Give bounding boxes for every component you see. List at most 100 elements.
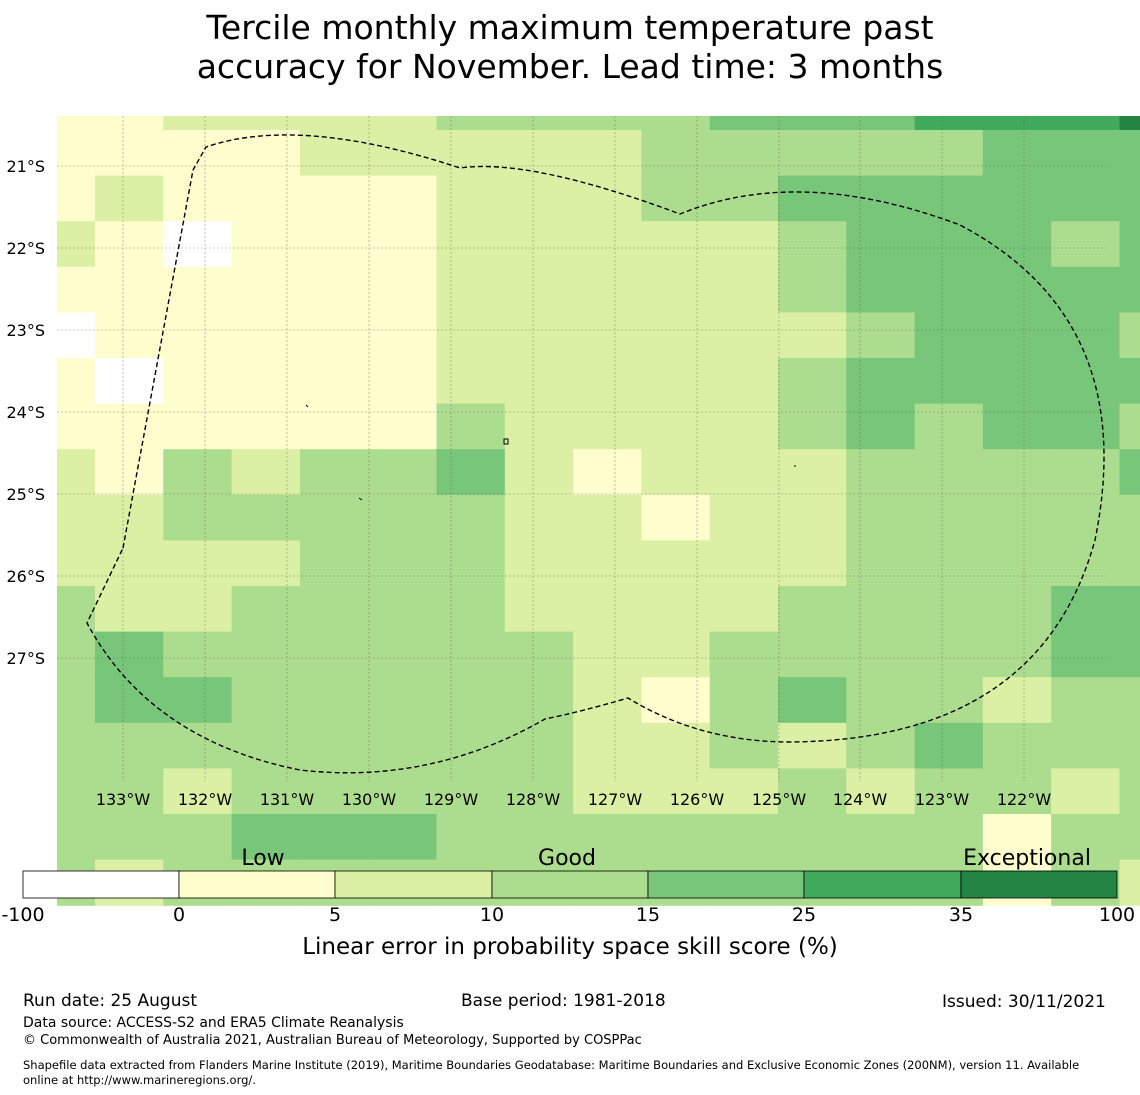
legend-category-label: Exceptional: [963, 846, 1091, 871]
grid-cell: [436, 221, 506, 268]
grid-cell: [57, 631, 96, 678]
grid-cell: [504, 130, 574, 177]
grid-cell: [299, 175, 369, 222]
grid-cell: [504, 358, 574, 405]
grid-cell: [299, 814, 369, 861]
grid-cell: [1051, 449, 1121, 496]
lon-tick-label: 123°W: [915, 790, 970, 809]
grid-cell: [504, 403, 574, 450]
grid-cell: [504, 814, 574, 861]
grid-cell: [231, 175, 301, 222]
grid-cell: [57, 312, 96, 359]
grid-cell: [709, 116, 779, 131]
grid-cell: [573, 116, 642, 131]
grid-cell: [95, 175, 164, 222]
grid-cell: [436, 494, 506, 541]
grid-cell: [231, 403, 301, 450]
grid-cell: [368, 814, 438, 861]
grid-cell: [1051, 540, 1121, 587]
grid-cell: [641, 814, 711, 861]
grid-cell: [95, 266, 164, 313]
grid-cell: [914, 116, 984, 131]
grid-cell: [846, 631, 916, 678]
grid-cell: [846, 494, 916, 541]
grid-cell: [573, 586, 642, 633]
grid-cell: [573, 403, 642, 450]
colorbar-segment: [647, 870, 805, 899]
grid-cell: [436, 116, 506, 131]
grid-cell: [1051, 814, 1121, 861]
lon-tick-label: 127°W: [588, 790, 643, 809]
grid-cell: [163, 449, 233, 496]
grid-cell: [1119, 722, 1140, 769]
grid-cell: [846, 722, 916, 769]
grid-cell: [641, 631, 711, 678]
grid-cell: [846, 449, 916, 496]
grid-cell: [163, 175, 233, 222]
lat-tick-label: 25°S: [6, 485, 45, 504]
grid-cell: [709, 814, 779, 861]
grid-cell: [846, 814, 916, 861]
grid-cell: [1119, 631, 1140, 678]
grid-cell: [982, 358, 1052, 405]
grid-cell: [368, 540, 438, 587]
grid-cell: [95, 221, 164, 268]
grid-cell: [368, 175, 438, 222]
grid-cell: [57, 130, 96, 177]
grid-cell: [573, 312, 642, 359]
grid-cell: [368, 403, 438, 450]
grid-cell: [982, 494, 1052, 541]
grid-cell: [1119, 221, 1140, 268]
grid-cell: [914, 768, 984, 815]
grid-cell: [1119, 494, 1140, 541]
grid-cell: [504, 494, 574, 541]
grid-cell: [231, 677, 301, 724]
grid-cell: [982, 221, 1052, 268]
colorbar-tick-label: 15: [636, 904, 660, 926]
grid-cell: [504, 175, 574, 222]
grid-cell: [368, 116, 438, 131]
colorbar-tick-label: 100: [1099, 904, 1135, 926]
grid-cell: [573, 540, 642, 587]
grid-cell: [436, 130, 506, 177]
grid-cell: [163, 768, 233, 815]
grid-cell: [709, 312, 779, 359]
grid-cell: [709, 175, 779, 222]
grid-cell: [504, 116, 574, 131]
shapefile-credit-line-1: Shapefile data extracted from Flanders M…: [23, 1058, 1080, 1072]
grid-cell: [641, 494, 711, 541]
grid-cell: [573, 722, 642, 769]
grid-cell: [1119, 540, 1140, 587]
grid-cell: [778, 540, 847, 587]
skill-score-grid: [57, 116, 1140, 906]
grid-cell: [436, 677, 506, 724]
grid-cell: [436, 586, 506, 633]
grid-cell: [163, 116, 233, 131]
lon-tick-label: 122°W: [997, 790, 1052, 809]
grid-cell: [504, 768, 574, 815]
grid-cell: [914, 312, 984, 359]
grid-cell: [163, 631, 233, 678]
grid-cell: [504, 586, 574, 633]
grid-cell: [709, 722, 779, 769]
grid-cell: [914, 266, 984, 313]
grid-cell: [231, 586, 301, 633]
grid-cell: [778, 116, 847, 131]
grid-cell: [641, 221, 711, 268]
grid-cell: [1119, 312, 1140, 359]
grid-cell: [573, 130, 642, 177]
grid-cell: [846, 586, 916, 633]
grid-cell: [1119, 814, 1140, 861]
lon-tick-label: 133°W: [96, 790, 151, 809]
grid-cell: [163, 814, 233, 861]
grid-cell: [982, 266, 1052, 313]
latitude-labels: 21°S 22°S 23°S 24°S 25°S 26°S 27°S: [6, 157, 45, 668]
colorbar-segment: [334, 870, 493, 899]
grid-cell: [163, 358, 233, 405]
grid-cell: [95, 586, 164, 633]
grid-cell: [1119, 266, 1140, 313]
grid-cell: [846, 221, 916, 268]
grid-cell: [778, 494, 847, 541]
grid-cell: [1119, 768, 1140, 815]
grid-cell: [914, 722, 984, 769]
